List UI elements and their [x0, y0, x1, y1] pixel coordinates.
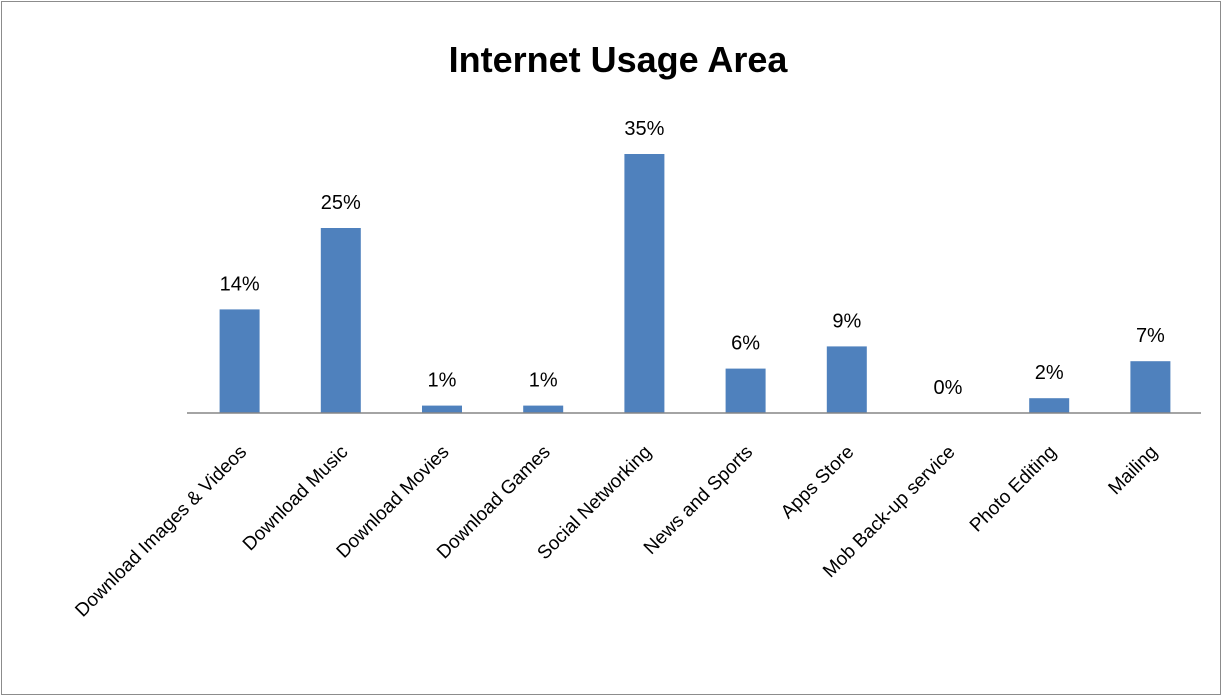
x-tick-label: Apps Store	[777, 442, 858, 523]
data-label: 14%	[220, 273, 260, 295]
data-label: 35%	[624, 118, 664, 140]
bar	[422, 405, 462, 413]
x-tick-label: Download Music	[239, 442, 352, 555]
x-tick-label: Download Movies	[333, 442, 454, 563]
x-tick-label: Photo Editing	[966, 442, 1061, 537]
bar	[725, 368, 766, 413]
data-labels-group: 14% 25% 1% 1% 35% 6% 9% 0% 2% 7%	[220, 118, 1165, 399]
data-label: 6%	[731, 333, 760, 355]
bar	[219, 309, 260, 413]
data-label: 1%	[428, 370, 457, 392]
data-label: 2%	[1035, 362, 1064, 384]
bar	[320, 228, 361, 413]
x-tick-label: Download Images & Videos	[71, 442, 251, 622]
data-label: 25%	[321, 192, 361, 214]
chart-title: Internet Usage Area	[449, 39, 789, 80]
data-label: 1%	[529, 370, 558, 392]
data-label: 7%	[1136, 325, 1165, 347]
bars-group	[219, 154, 1171, 413]
x-tick-label: Mailing	[1105, 442, 1162, 499]
data-label: 9%	[832, 310, 861, 332]
bar	[624, 154, 665, 413]
bar	[826, 346, 867, 413]
bar	[523, 405, 564, 413]
data-label: 0%	[934, 377, 963, 399]
x-tick-label: News and Sports	[640, 442, 757, 559]
x-tick-label: Social Networking	[534, 442, 656, 564]
bar	[1029, 398, 1070, 413]
bar	[1130, 361, 1171, 413]
